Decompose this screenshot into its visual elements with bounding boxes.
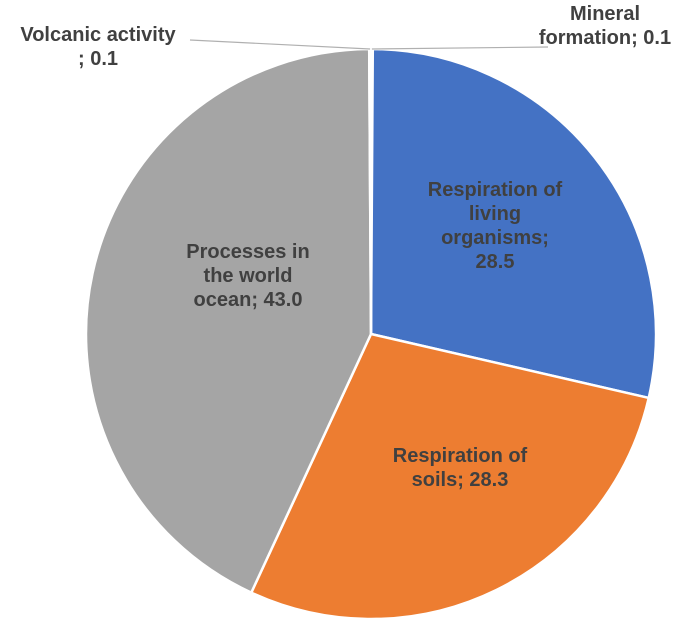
data-label-volcanic-activity: Volcanic activity; 0.1 bbox=[20, 24, 176, 70]
slice-respiration-of-living-organisms bbox=[369, 47, 658, 400]
data-label-mineral-formation: Mineral formation; 0.1 bbox=[539, 3, 671, 49]
leader-lines-layer bbox=[189, 39, 549, 50]
slices-layer bbox=[84, 47, 658, 621]
slice-respiration-of-soils bbox=[249, 332, 651, 621]
leader-line-mineral-formation bbox=[371, 46, 549, 50]
data-label-respiration-of-living-organisms: Respiration of living organisms; 28.5 bbox=[428, 179, 563, 273]
data-labels-layer: Mineral formation; 0.1 Respiration of livin… bbox=[20, 3, 671, 491]
data-label-respiration-of-soils: Respiration of soils; 28.3 bbox=[393, 445, 528, 491]
data-label-processes-in-world-ocean: Processes in the world ocean; 43.0 bbox=[186, 241, 309, 311]
slice-processes-in-world-ocean bbox=[84, 47, 373, 595]
leader-line-volcanic-activity bbox=[189, 39, 371, 50]
